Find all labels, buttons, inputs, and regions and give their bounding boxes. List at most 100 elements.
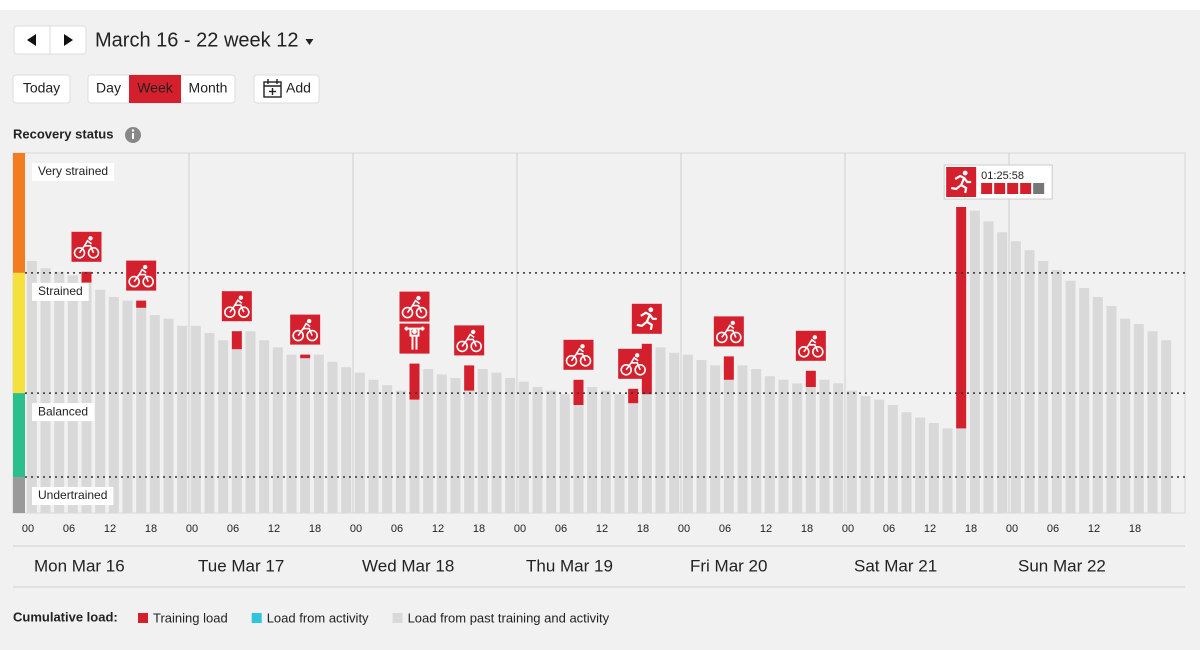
x-tick-label: 18 [965,523,977,535]
zone-band [13,477,25,513]
bar-segment [286,354,297,513]
view-label[interactable]: Month [189,80,228,96]
nav-buttons [13,25,87,55]
activity-icon[interactable] [713,316,744,347]
glyph [238,306,250,319]
x-tick-label: 18 [801,523,813,535]
activity-icon[interactable] [631,303,662,334]
add-button[interactable]: Add [253,74,320,104]
glyph [962,170,968,176]
x-tick-label: 12 [760,523,772,535]
glyph [401,306,414,319]
x-tick-label: 00 [842,523,854,535]
button-label[interactable]: Add [286,80,311,96]
activity-icon[interactable] [618,348,649,379]
bar-segment [751,369,762,513]
today-button[interactable]: Today [12,74,71,104]
prev-button[interactable] [14,26,50,54]
activity-icon[interactable] [399,291,430,322]
bar-segment [887,405,898,513]
glyph [803,338,819,353]
x-tick-label: 06 [391,523,403,535]
icon-bg[interactable] [631,303,662,334]
zone-band [13,393,25,477]
bar-segment [846,390,857,513]
bar-segment [805,370,816,387]
bar-segment [723,379,734,513]
activity-icon[interactable] [126,260,157,291]
day-label: Tue Mar 17 [198,556,284,575]
activity-icon[interactable] [795,330,826,361]
bar-segment [573,405,584,513]
activity-icon[interactable] [563,339,594,370]
bar-segment [956,207,967,429]
button-label[interactable]: Today [23,80,60,96]
bar-segment [559,394,570,513]
glyph [716,331,728,344]
bar-segment [764,376,775,513]
bar-segment [272,347,283,513]
glyph [565,354,578,367]
zone-label-bg [32,487,114,505]
activity-icon[interactable] [290,314,321,345]
bar-segment [805,387,816,513]
glyph [461,333,477,347]
glyph [404,326,425,350]
bar-segment [259,340,270,513]
bar-segment [546,390,557,513]
button-box [12,74,71,104]
activity-icon[interactable] [221,291,252,322]
view-label[interactable]: Day [96,80,121,96]
bar-segment [600,390,611,513]
bar-segment [1079,288,1090,513]
zone-label: Balanced [32,403,95,422]
bar-segment [1038,261,1049,513]
bar-segment [942,428,953,513]
view-button[interactable]: Day [96,80,121,96]
period-title[interactable]: March 16 - 22 week 12 [95,29,298,51]
x-tick-label: 00 [514,523,526,535]
info-glyph [131,129,135,132]
info-icon[interactable] [125,127,141,143]
bar-segment [587,387,598,513]
intensity-box [1020,183,1032,194]
x-tick-label: 12 [104,523,116,535]
bar-segment [204,333,215,513]
next-button[interactable] [50,26,86,54]
bar-segment [67,275,78,513]
activity-icon[interactable] [399,323,430,354]
day-label: Sat Mar 21 [854,556,937,575]
bar-segment [901,412,912,513]
glyph [87,247,100,259]
period-picker[interactable]: March 16 - 22 week 12 [95,29,314,51]
view-button[interactable]: Week [129,75,181,103]
activity-icon[interactable] [946,167,977,197]
icon-bg[interactable] [946,167,977,197]
glyph [634,353,640,358]
bar-segment [464,365,475,391]
glyph [142,264,148,270]
glyph [292,329,304,342]
activity-icon[interactable] [71,231,102,262]
bar-segment [395,390,406,513]
bar-segment [505,378,516,513]
bar-segment [313,354,324,513]
info-glyph [132,133,134,139]
x-tick-label: 06 [719,523,731,535]
x-tick-label: 06 [883,523,895,535]
bar-segment [1065,280,1076,513]
bar-segment [368,379,379,513]
view-button[interactable]: Month [189,80,228,96]
activity-icon[interactable] [454,325,485,356]
glyph [297,322,313,337]
glyph [950,174,972,194]
bar-segment [997,232,1008,513]
bar-segment [778,379,789,513]
plot-area: Very strained Strained Balanced Undertraine… [13,153,1185,575]
glyph [306,318,312,324]
view-label[interactable]: Week [137,80,174,96]
next-arrow [64,34,73,46]
intensity-box [1007,183,1019,194]
zone-label-text: Balanced [38,404,88,418]
bar-segment [40,268,51,513]
